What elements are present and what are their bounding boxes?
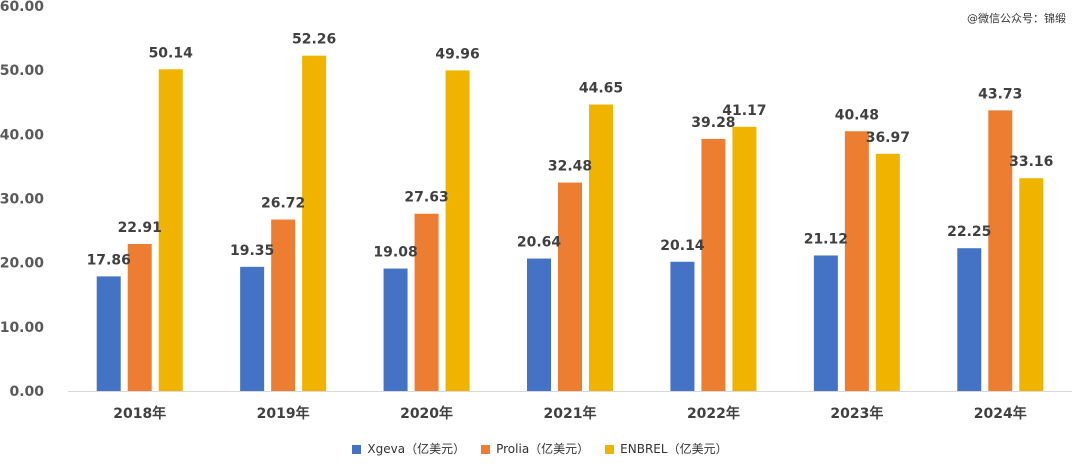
legend-label: Xgeva（亿美元）	[367, 442, 466, 456]
bar	[732, 126, 757, 391]
data-label: 27.63	[404, 190, 448, 206]
data-label: 39.28	[691, 115, 735, 131]
bar	[957, 248, 982, 391]
bar	[589, 104, 613, 391]
bar	[701, 138, 726, 391]
bar	[813, 255, 838, 391]
x-tick-label: 2019年	[257, 405, 310, 422]
data-label: 40.48	[835, 107, 879, 123]
legend-item: Prolia（亿美元）	[481, 440, 589, 457]
y-tick-label: 0.00	[9, 384, 44, 400]
bar	[527, 258, 551, 391]
data-label: 22.25	[947, 224, 991, 240]
data-label: 41.17	[722, 103, 766, 119]
data-label: 43.73	[978, 86, 1022, 102]
bar	[240, 266, 265, 391]
legend-swatch	[481, 445, 491, 454]
bar	[96, 276, 121, 391]
data-label: 20.64	[517, 235, 562, 251]
data-label: 19.35	[230, 243, 274, 259]
x-tick-label: 2022年	[687, 405, 740, 422]
x-tick-label: 2020年	[400, 405, 453, 422]
chart-legend: Xgeva（亿美元） Prolia（亿美元） ENBREL（亿美元）	[0, 440, 1080, 457]
bar	[414, 213, 439, 391]
data-label: 19.08	[373, 245, 417, 261]
data-label: 33.16	[1009, 154, 1053, 170]
legend-swatch	[605, 445, 615, 454]
bar	[158, 69, 183, 391]
bar	[302, 55, 327, 391]
y-tick-label: 10.00	[0, 320, 44, 336]
data-label: 32.48	[548, 159, 592, 175]
x-tick-label: 2018年	[113, 405, 166, 422]
bar	[844, 131, 869, 391]
data-label: 49.96	[435, 46, 479, 62]
data-label: 20.14	[660, 238, 705, 254]
y-tick-label: 30.00	[0, 192, 44, 208]
legend-item: Xgeva（亿美元）	[352, 440, 465, 457]
bar	[445, 70, 470, 391]
y-tick-label: 60.00	[0, 0, 44, 15]
y-tick-label: 40.00	[0, 127, 44, 143]
legend-item: ENBREL（亿美元）	[605, 440, 728, 457]
x-tick-label: 2021年	[544, 405, 597, 422]
data-label: 21.12	[804, 231, 848, 247]
x-tick-label: 2024年	[974, 405, 1027, 422]
bar	[271, 219, 296, 391]
data-label: 52.26	[292, 32, 336, 48]
data-label: 17.86	[87, 252, 131, 268]
legend-label: Prolia（亿美元）	[496, 442, 590, 456]
bar	[383, 268, 408, 391]
legend-label: ENBREL（亿美元）	[620, 442, 728, 456]
y-tick-label: 20.00	[0, 256, 44, 272]
data-label: 36.97	[866, 130, 910, 146]
watermark-text: @微信公众号：锦缎	[967, 12, 1066, 25]
legend-swatch	[352, 445, 362, 454]
data-label: 44.65	[579, 80, 623, 96]
bar	[875, 153, 900, 391]
bar	[127, 243, 152, 391]
bar	[988, 110, 1013, 391]
y-tick-label: 50.00	[0, 63, 44, 79]
x-tick-label: 2023年	[830, 405, 883, 422]
bar	[670, 261, 695, 391]
data-label: 26.72	[261, 196, 305, 212]
bar	[1019, 178, 1044, 391]
data-label: 50.14	[149, 45, 194, 61]
bar	[558, 182, 582, 391]
data-label: 22.91	[118, 220, 162, 236]
